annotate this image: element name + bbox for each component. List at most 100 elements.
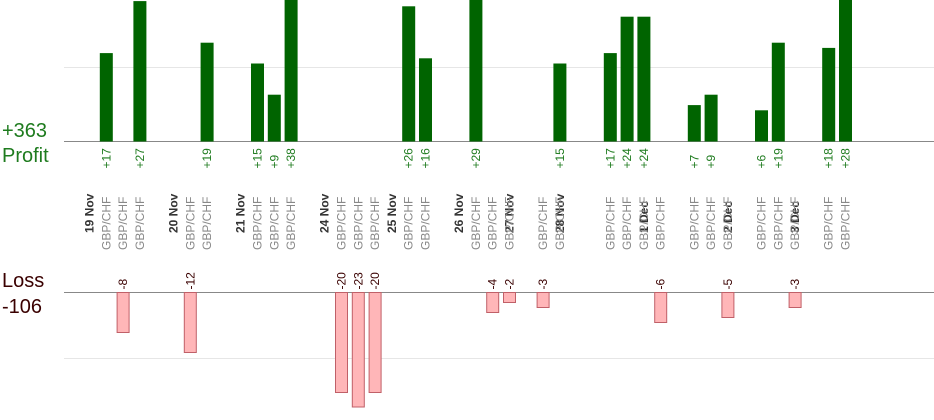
pair-label: GBP/CHF [368,197,382,250]
pair-label: GBP/CHF [133,197,147,250]
pair-label: GBP/CHF [620,197,634,250]
loss-bar [116,292,130,333]
date-label: 21 Nov [234,193,248,233]
loss-bar [721,292,735,318]
profit-label: Profit [2,145,49,167]
date-label: 3 Dec [788,201,802,233]
labels: 19 Nov 20 Nov 21 Nov 24 Nov 25 Nov 26 Nov 27 N… [83,148,853,290]
date-label: 2 Dec [721,201,735,233]
pair-label: GBP/CHF [687,197,701,250]
profit-value-label: +16 [419,148,433,169]
pair-label: GBP/CHF [704,197,718,250]
profit-value-label: +17 [99,148,113,169]
profit-value-label: +24 [637,148,651,169]
loss-bar [351,292,365,408]
profit-value-label: +7 [687,154,701,168]
pair-label: GBP/CHF [183,197,197,250]
profit-value-label: +9 [267,154,281,168]
loss-value-label: -12 [183,272,197,290]
date-label: 20 Nov [167,193,181,233]
profit-bar [402,6,416,142]
profit-bar [469,0,483,142]
profit-total: +363 [2,120,48,142]
profit-value-label: +29 [469,148,483,169]
profit-bar [251,63,264,142]
pair-label: GBP/CHF [402,197,416,250]
date-label: 19 Nov [83,193,97,233]
profit-value-label: +9 [704,154,718,168]
profit-value-label: +28 [839,148,853,169]
date-label: 26 Nov [452,193,466,233]
pair-label: GBP/CHF [284,197,298,250]
pair-label: GBP/CHF [637,197,651,250]
profit-bar [419,58,432,142]
profit-bar [620,16,634,142]
profit-bar [603,53,617,142]
pair-label: GBP/CHF [99,197,113,250]
profit-bar [771,42,785,142]
loss-bar [335,292,348,393]
pair-label: GBP/CHF [351,197,365,250]
bars [99,0,852,408]
profit-bar [133,1,147,142]
pair-label: GBP/CHF [536,197,550,250]
profit-value-label: +18 [822,148,836,169]
loss-value-label: -6 [654,279,668,290]
profit-bar [99,53,113,142]
profit-bar [822,47,836,142]
pair-label: GBP/CHF [603,197,617,250]
loss-total: -106 [2,296,43,318]
profit-value-label: +6 [755,154,769,168]
profit-bar [267,94,281,142]
loss-bar [654,292,668,323]
pair-label: GBP/CHF [469,197,483,250]
loss-bar [788,292,802,308]
loss-value-label: -8 [116,279,130,290]
profit-value-label: +19 [771,148,785,169]
pair-label: GBP/CHF [251,197,265,250]
profit-value-label: +24 [620,148,634,169]
pair-label: GBP/CHF [654,197,668,250]
pair-label: GBP/CHF [839,197,853,250]
loss-value-label: -3 [788,279,802,290]
pair-label: GBP/CHF [503,197,517,250]
profit-value-label: +27 [133,148,147,169]
pair-label: GBP/CHF [721,197,735,250]
date-label: 1 Dec [637,201,651,233]
loss-value-label: -4 [486,279,500,290]
loss-value-label: -23 [351,272,365,290]
profit-bar [839,0,852,142]
profit-bar [704,94,718,142]
date-label: 28 Nov [553,193,567,233]
date-label: 27 Nov [503,193,517,233]
loss-value-label: -20 [335,272,349,290]
loss-bar [183,292,197,353]
profit-value-label: +15 [251,148,265,169]
profit-value-label: +38 [284,148,298,169]
profit-bar [200,42,214,142]
pair-label: GBP/CHF [771,197,785,250]
loss-bar [503,292,516,303]
profit-bar [553,63,567,142]
loss-value-label: -20 [368,272,382,290]
profit-bar [284,0,298,142]
loss-bar [486,292,500,313]
loss-bar [368,292,382,393]
profit-value-label: +19 [200,148,214,169]
pair-label: GBP/CHF [755,197,769,250]
profit-value-label: +15 [553,148,567,169]
pair-label: GBP/CHF [553,197,567,250]
profit-bar [687,105,701,142]
date-label: 24 Nov [318,193,332,233]
date-label: 25 Nov [385,193,399,233]
loss-value-label: -3 [536,279,550,290]
pair-label: GBP/CHF [200,197,214,250]
profit-value-label: +26 [402,148,416,169]
pair-label: GBP/CHF [486,197,500,250]
pair-label: GBP/CHF [419,197,433,250]
pair-label: GBP/CHF [822,197,836,250]
loss-value-label: -5 [721,279,735,290]
pair-label: GBP/CHF [335,197,349,250]
profit-bar [755,110,768,142]
